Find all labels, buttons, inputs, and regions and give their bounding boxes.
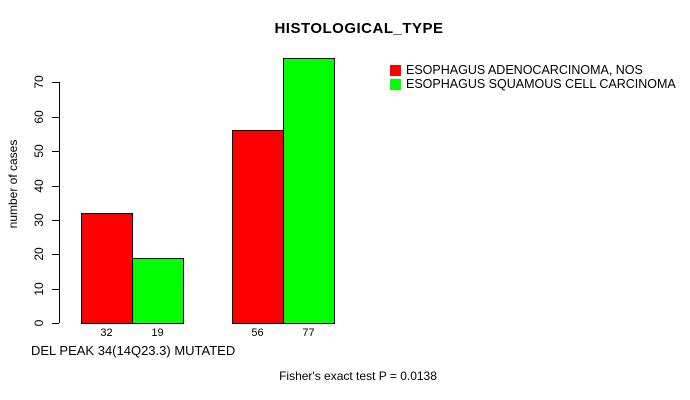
- x-axis-label: DEL PEAK 34(14Q23.3) MUTATED: [31, 343, 236, 358]
- legend-swatch-icon: [390, 78, 401, 90]
- y-tick-label: 40: [32, 179, 46, 193]
- legend: ESOPHAGUS ADENOCARCINOMA, NOS ESOPHAGUS S…: [390, 63, 676, 91]
- y-tick: [52, 151, 59, 152]
- legend-swatch-icon: [390, 64, 401, 76]
- legend-label: ESOPHAGUS SQUAMOUS CELL CARCINOMA: [406, 77, 676, 91]
- y-tick: [52, 289, 59, 290]
- y-tick-label: 0: [32, 319, 46, 327]
- bar-value-label: 19: [151, 327, 164, 339]
- bar: [132, 258, 184, 324]
- y-axis-line: [59, 82, 60, 323]
- legend-item: ESOPHAGUS SQUAMOUS CELL CARCINOMA: [390, 77, 676, 91]
- y-tick-label: 50: [32, 144, 46, 158]
- bar: [232, 130, 284, 324]
- y-tick: [52, 220, 59, 221]
- bar: [81, 213, 133, 324]
- y-tick-label: 20: [32, 247, 46, 261]
- legend-label: ESOPHAGUS ADENOCARCINOMA, NOS: [406, 63, 643, 77]
- bar-value-label: 77: [302, 327, 315, 339]
- annotation-text: Fisher's exact test P = 0.0138: [279, 369, 437, 383]
- bar-value-label: 32: [100, 327, 113, 339]
- bar: [283, 58, 335, 324]
- y-tick-label: 10: [32, 282, 46, 296]
- y-axis-label: number of cases: [6, 139, 20, 229]
- chart-title: HISTOLOGICAL_TYPE: [274, 20, 444, 37]
- y-tick-label: 30: [32, 213, 46, 227]
- y-tick-label: 70: [32, 75, 46, 89]
- y-tick: [52, 117, 59, 118]
- bar-value-label: 56: [251, 327, 264, 339]
- y-tick: [52, 186, 59, 187]
- y-tick: [52, 254, 59, 255]
- y-tick: [52, 323, 59, 324]
- y-tick: [52, 82, 59, 83]
- y-tick-label: 60: [32, 110, 46, 124]
- legend-item: ESOPHAGUS ADENOCARCINOMA, NOS: [390, 63, 676, 77]
